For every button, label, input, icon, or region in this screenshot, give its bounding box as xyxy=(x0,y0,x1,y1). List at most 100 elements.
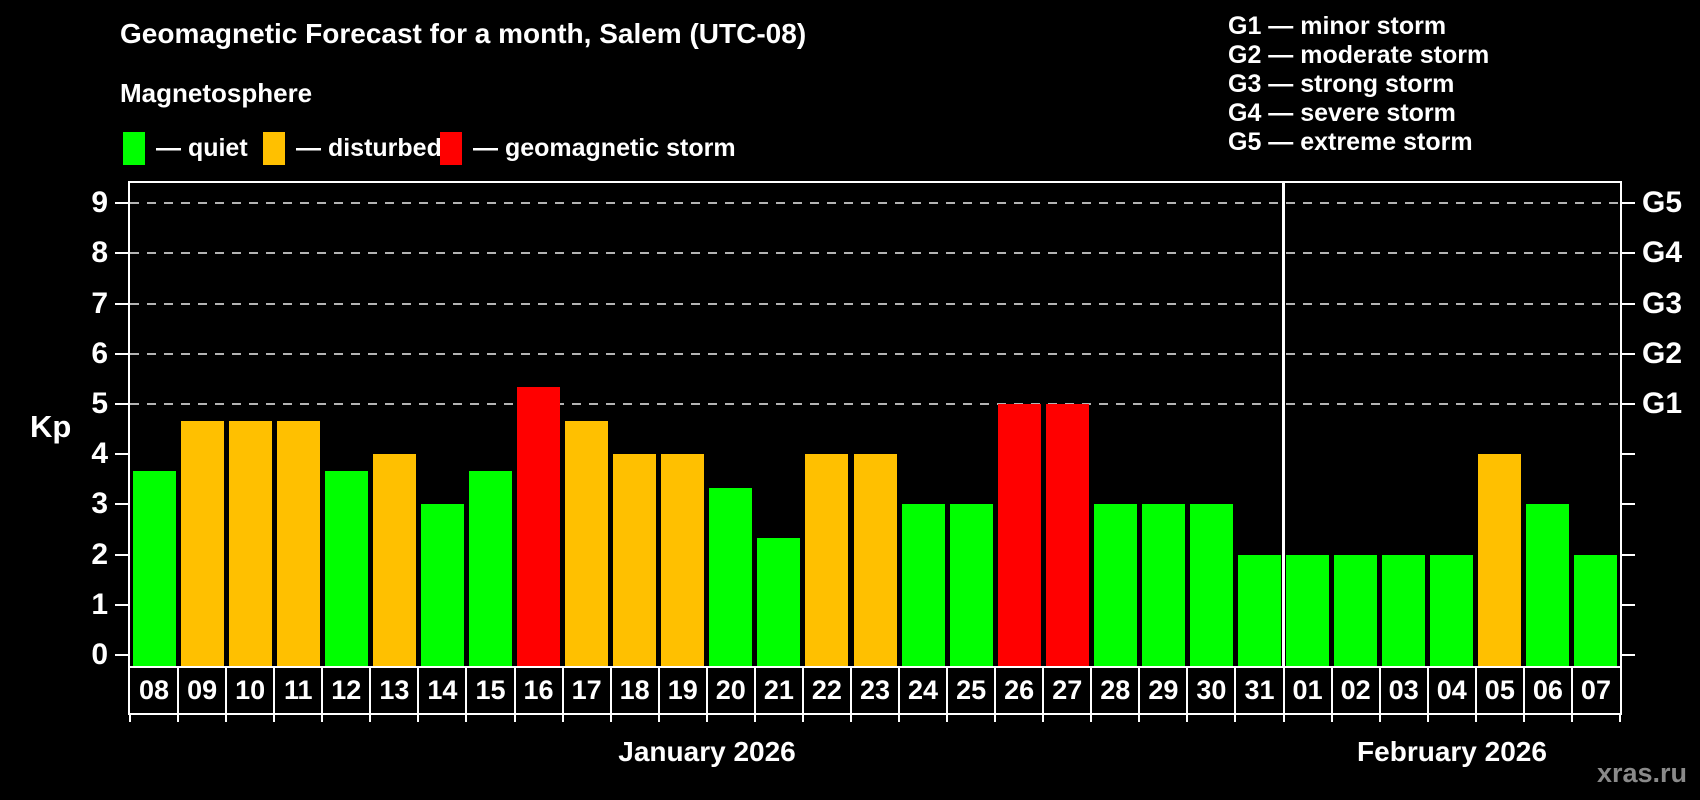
day-label-february-04: 04 xyxy=(1436,675,1467,705)
day-cell-divider xyxy=(513,668,516,713)
day-boundary-tick xyxy=(513,715,516,722)
day-label-january-19: 19 xyxy=(667,675,698,705)
day-label-january-16: 16 xyxy=(523,675,554,705)
day-boundary-tick xyxy=(946,715,949,722)
day-boundary-tick xyxy=(177,715,180,722)
day-cell-divider xyxy=(561,668,564,713)
day-cell-divider xyxy=(417,668,420,713)
day-label-january-30: 30 xyxy=(1196,675,1227,705)
day-cell-divider xyxy=(705,668,708,713)
day-cell-divider xyxy=(1426,668,1429,713)
gridline-kp-5 xyxy=(130,403,1620,405)
day-boundary-tick xyxy=(1522,715,1525,722)
kp-bar-february-04 xyxy=(1430,554,1474,666)
g4-legend-line: G4 — severe storm xyxy=(1228,99,1456,127)
watermark: xras.ru xyxy=(1596,758,1687,788)
month-label-february: February 2026 xyxy=(1357,736,1547,767)
day-boundary-tick xyxy=(417,715,420,722)
day-label-january-28: 28 xyxy=(1100,675,1131,705)
day-label-january-23: 23 xyxy=(859,675,890,705)
day-boundary-tick xyxy=(801,715,804,722)
day-boundary-tick xyxy=(1570,715,1573,722)
gridline-kp-7 xyxy=(130,302,1620,305)
kp-bar-january-12 xyxy=(324,470,368,666)
kp-bar-january-19 xyxy=(661,454,705,666)
y-axis-tick-label-0: 0 xyxy=(91,638,108,671)
month-label-january: January 2026 xyxy=(618,736,796,767)
day-label-january-17: 17 xyxy=(571,675,602,705)
g-scale-label-g3: G3 xyxy=(1642,286,1683,320)
day-cell-divider xyxy=(1186,668,1189,713)
day-label-january-08: 08 xyxy=(139,675,170,705)
day-cell-divider xyxy=(849,668,852,713)
y-tick-left-5 xyxy=(115,403,128,405)
day-cell-divider xyxy=(657,668,660,713)
kp-bar-january-24 xyxy=(901,504,945,666)
y-axis-tick-label-2: 2 xyxy=(91,537,108,571)
kp-bar-january-31 xyxy=(1238,554,1282,666)
kp-bar-february-06 xyxy=(1526,504,1570,666)
day-cell-divider xyxy=(994,668,997,713)
month-separator xyxy=(1282,183,1286,666)
day-cell-divider xyxy=(801,668,804,713)
day-cell-divider xyxy=(225,668,228,713)
day-boundary-tick xyxy=(657,715,660,722)
y-axis-tick-label-7: 7 xyxy=(91,286,108,320)
y-tick-left-7 xyxy=(115,302,128,305)
day-cell-divider xyxy=(1570,668,1573,713)
kp-bar-february-03 xyxy=(1382,554,1426,666)
day-cell-divider xyxy=(1042,668,1045,713)
y-axis-tick-label-5: 5 xyxy=(91,387,108,420)
day-boundary-tick xyxy=(1474,715,1477,722)
y-tick-right-5 xyxy=(1622,403,1635,405)
day-cell-divider xyxy=(1138,668,1141,713)
y-tick-left-1 xyxy=(115,603,128,606)
g3-legend-line: G3 — strong storm xyxy=(1228,70,1455,98)
y-axis-tick-label-3: 3 xyxy=(91,487,108,521)
kp-bar-january-14 xyxy=(420,504,464,666)
day-cell-divider xyxy=(1378,668,1381,713)
gridline-kp-9 xyxy=(130,202,1620,205)
day-label-january-22: 22 xyxy=(811,675,842,705)
day-label-february-02: 02 xyxy=(1340,675,1371,705)
day-cell-divider xyxy=(898,668,901,713)
g-scale-label-g2: G2 xyxy=(1642,336,1683,370)
day-cell-divider xyxy=(321,668,324,713)
kp-bar-january-26 xyxy=(997,404,1041,666)
kp-bar-january-18 xyxy=(613,454,657,666)
day-boundary-tick xyxy=(994,715,997,722)
y-axis-tick-label-4: 4 xyxy=(91,437,108,471)
kp-bar-january-10 xyxy=(228,420,272,666)
g-scale-label-g4: G4 xyxy=(1642,236,1683,270)
kp-bar-january-08 xyxy=(132,470,176,666)
day-label-february-05: 05 xyxy=(1484,675,1515,705)
day-label-january-09: 09 xyxy=(187,675,218,705)
day-boundary-tick xyxy=(849,715,852,722)
y-tick-right-8 xyxy=(1622,252,1635,255)
kp-bar-january-15 xyxy=(468,470,512,666)
kp-bar-february-02 xyxy=(1334,554,1378,666)
storm-color-swatch xyxy=(440,132,462,165)
day-label-january-15: 15 xyxy=(475,675,506,705)
g1-legend-line: G1 — minor storm xyxy=(1228,12,1447,40)
g-scale-label-g5: G5 xyxy=(1642,186,1683,220)
y-axis-tick-label-9: 9 xyxy=(91,186,108,220)
g5-legend-line: G5 — extreme storm xyxy=(1228,128,1473,156)
day-boundary-tick xyxy=(705,715,708,722)
day-boundary-tick xyxy=(753,715,756,722)
day-cell-divider xyxy=(1234,668,1237,713)
day-label-january-13: 13 xyxy=(379,675,410,705)
day-cell-divider xyxy=(273,668,276,713)
day-label-january-18: 18 xyxy=(619,675,650,705)
y-tick-right-1 xyxy=(1622,603,1635,606)
day-boundary-tick xyxy=(1378,715,1381,722)
y-tick-right-0 xyxy=(1622,654,1635,656)
day-cell-divider xyxy=(946,668,949,713)
legend-label-disturbed: — disturbed xyxy=(296,134,442,162)
y-tick-left-2 xyxy=(115,553,128,556)
day-label-february-01: 01 xyxy=(1292,675,1323,705)
chart-subtitle: Magnetosphere xyxy=(120,78,313,108)
kp-bar-february-07 xyxy=(1574,554,1618,666)
day-cell-divider xyxy=(369,668,372,713)
